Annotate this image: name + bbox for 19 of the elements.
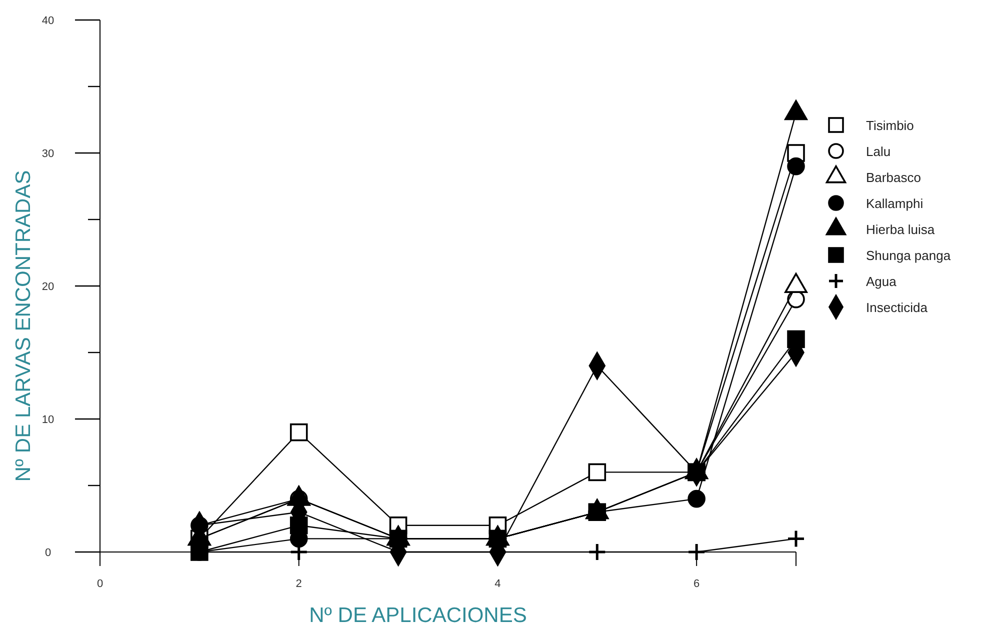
y-tick-label: 20 — [42, 280, 54, 293]
y-tick-label: 10 — [42, 414, 54, 426]
legend-label: Agua — [866, 274, 898, 289]
legend-label: Lalu — [866, 144, 891, 159]
legend-label: Insecticida — [866, 300, 928, 315]
x-axis-title: Nº DE APLICACIONES — [309, 604, 527, 627]
y-tick-label: 40 — [42, 14, 54, 27]
legend-label: Barbasco — [866, 170, 921, 185]
y-tick-label: 30 — [42, 148, 54, 160]
legend-label: Shunga panga — [866, 248, 952, 263]
x-tick-label: 0 — [96, 578, 104, 590]
y-tick-label: 0 — [44, 546, 52, 559]
x-tick-label: 2 — [296, 578, 302, 590]
legend-label: Hierba luisa — [866, 222, 936, 237]
legend-label: Kallamphi — [866, 196, 924, 211]
x-tick-label: 6 — [694, 578, 700, 590]
x-tick-label: 4 — [494, 578, 501, 590]
legend-label: Tisimbio — [866, 118, 914, 133]
y-axis-title: Nº DE LARVAS ENCONTRADAS — [12, 170, 35, 482]
